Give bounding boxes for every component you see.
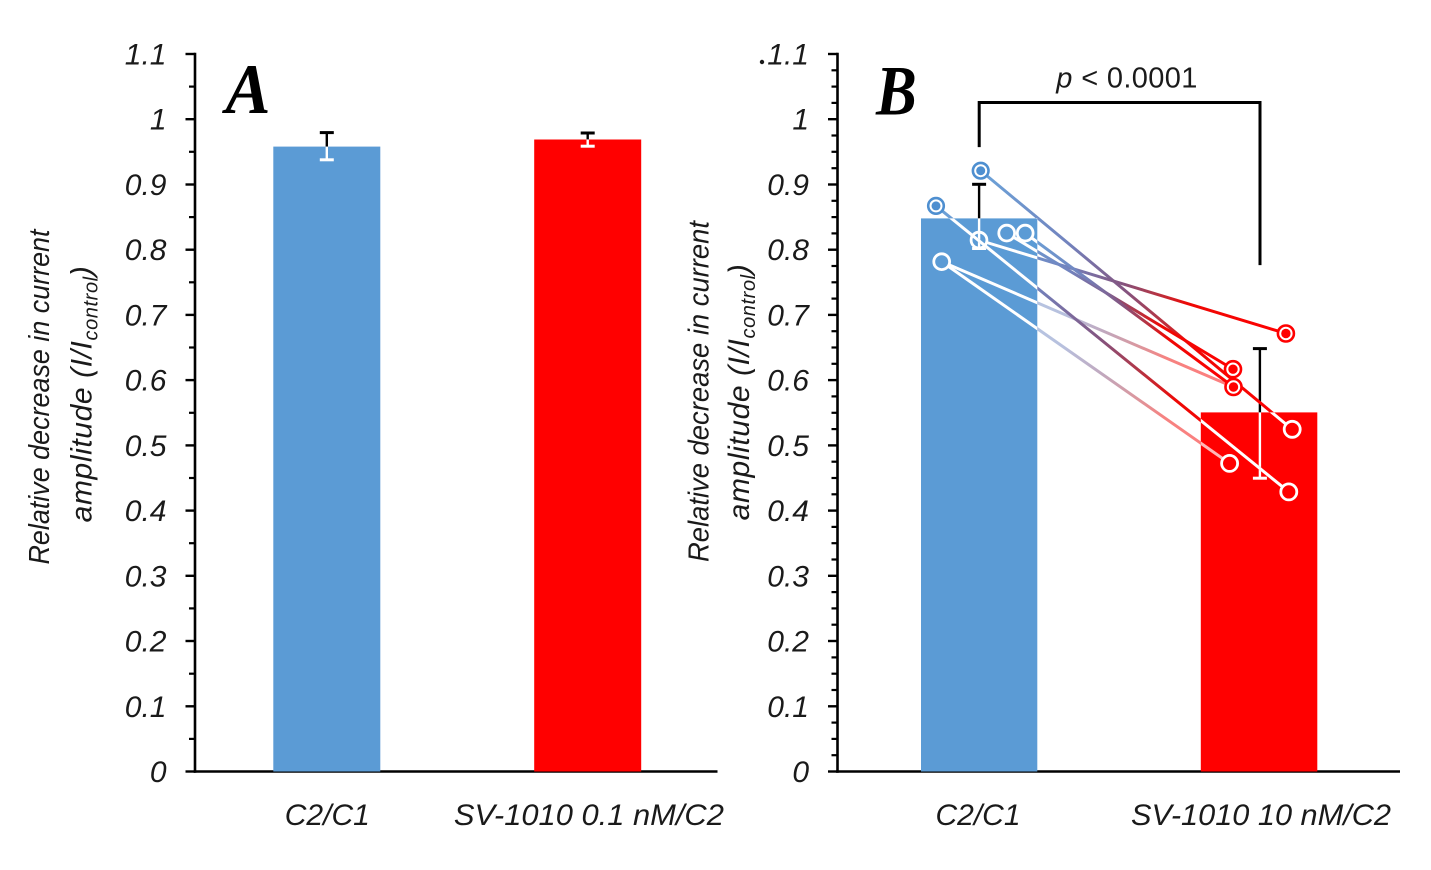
svg-text:C2/C1: C2/C1 bbox=[935, 799, 1020, 832]
svg-text:0.4: 0.4 bbox=[125, 495, 167, 528]
svg-text:1: 1 bbox=[150, 104, 167, 137]
svg-text:A: A bbox=[222, 49, 271, 128]
svg-text:C2/C1: C2/C1 bbox=[285, 799, 370, 832]
svg-text:0.8: 0.8 bbox=[767, 234, 809, 267]
svg-text:B: B bbox=[875, 52, 917, 130]
svg-text:0.8: 0.8 bbox=[125, 234, 167, 267]
svg-text:0.3: 0.3 bbox=[767, 560, 809, 593]
svg-text:SV-1010 0.1 nM/C2: SV-1010 0.1 nM/C2 bbox=[454, 799, 724, 832]
svg-text:0.1: 0.1 bbox=[125, 691, 167, 724]
svg-text:0.6: 0.6 bbox=[125, 365, 167, 398]
svg-text:0.2: 0.2 bbox=[125, 626, 167, 659]
svg-text:0.3: 0.3 bbox=[125, 560, 167, 593]
svg-text:0.6: 0.6 bbox=[767, 365, 809, 398]
svg-text:amplitude (I/Icontrol): amplitude (I/Icontrol) bbox=[66, 266, 103, 523]
svg-text:0.7: 0.7 bbox=[125, 299, 168, 332]
svg-text:0.7: 0.7 bbox=[767, 299, 810, 332]
svg-text:0.1: 0.1 bbox=[767, 691, 809, 724]
svg-text:amplitude (I/Icontrol): amplitude (I/Icontrol) bbox=[723, 264, 760, 521]
svg-text:1: 1 bbox=[792, 104, 809, 137]
svg-text:0.4: 0.4 bbox=[767, 495, 809, 528]
svg-text:0.5: 0.5 bbox=[125, 430, 167, 463]
svg-text:1.1: 1.1 bbox=[125, 39, 167, 72]
svg-text:Relative decrease in current: Relative decrease in current bbox=[24, 228, 56, 565]
svg-text:0.2: 0.2 bbox=[767, 626, 809, 659]
svg-text:Relative decrease in current: Relative decrease in current bbox=[684, 219, 716, 562]
svg-text:0.5: 0.5 bbox=[767, 430, 809, 463]
svg-text:0.9: 0.9 bbox=[125, 169, 167, 202]
svg-text:0: 0 bbox=[150, 756, 167, 789]
svg-text:0.9: 0.9 bbox=[767, 169, 809, 202]
svg-text:1.1: 1.1 bbox=[767, 39, 809, 72]
svg-text:p < 0.0001: p < 0.0001 bbox=[1055, 63, 1197, 95]
svg-text:SV-1010 10 nM/C2: SV-1010 10 nM/C2 bbox=[1131, 799, 1391, 832]
svg-text:0: 0 bbox=[792, 756, 809, 789]
